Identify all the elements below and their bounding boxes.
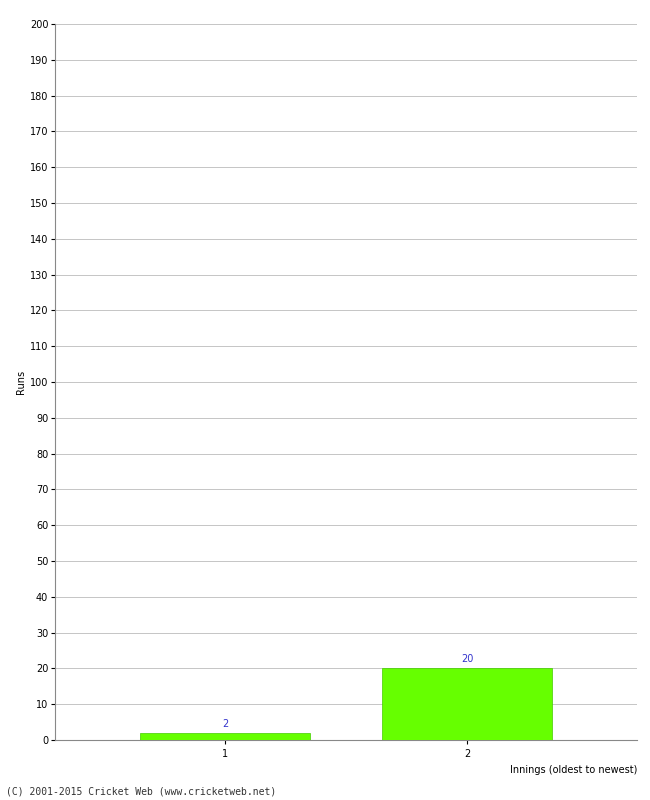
- Text: (C) 2001-2015 Cricket Web (www.cricketweb.net): (C) 2001-2015 Cricket Web (www.cricketwe…: [6, 786, 277, 796]
- Text: 20: 20: [461, 654, 473, 664]
- Y-axis label: Runs: Runs: [16, 370, 25, 394]
- Bar: [382, 669, 552, 740]
- Text: 2: 2: [222, 718, 228, 729]
- X-axis label: Innings (oldest to newest): Innings (oldest to newest): [510, 765, 637, 775]
- Bar: [140, 733, 310, 740]
